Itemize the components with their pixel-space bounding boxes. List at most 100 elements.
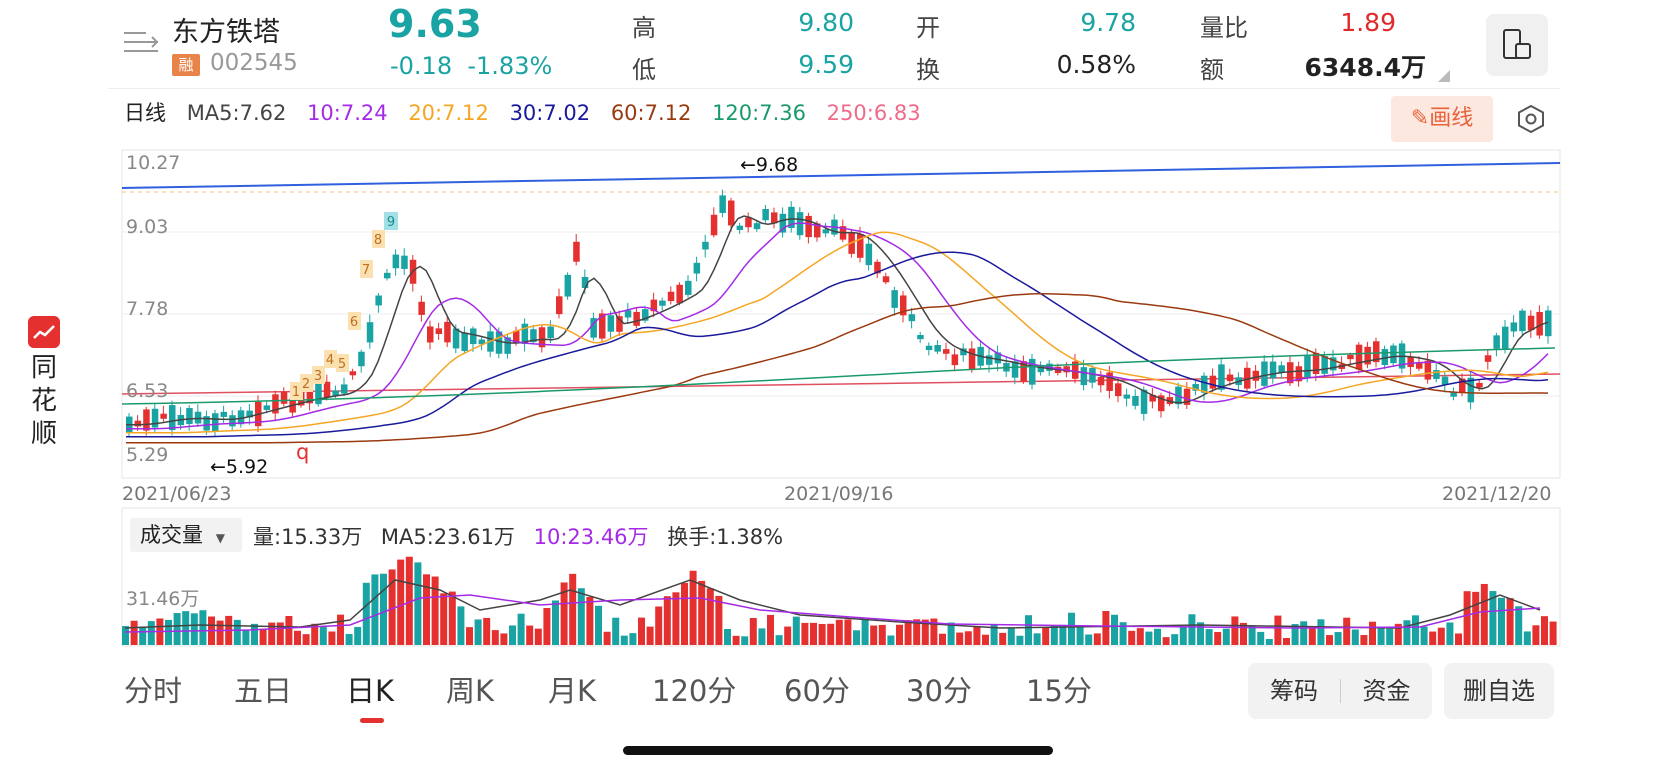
volume-bar [810,622,817,645]
volume-bar [1025,615,1032,645]
sequence-number: 8 [374,233,382,248]
indicator-name: 成交量 [140,523,203,547]
candle-body [366,322,374,343]
volume-bar [603,631,611,645]
tab-daily-k[interactable]: 日K [346,674,395,708]
volume-bar [285,616,293,645]
indicator-selector[interactable]: 成交量 ▼ [130,518,242,552]
chips-button[interactable]: 筹码 [1270,677,1318,705]
volume-bar [663,596,671,645]
volume-bar [775,635,783,645]
margin-badge: 融 [172,54,200,76]
volume-ratio-label: 量比 [1200,14,1248,42]
support-line [121,373,1561,395]
volume-bar [1162,637,1170,645]
app-logo-icon[interactable] [28,316,60,348]
app-name-char: 同 [30,353,57,383]
remove-watchlist-button[interactable]: 删自选 [1444,663,1554,719]
draw-line-button[interactable]: ✎画线 [1391,96,1493,142]
volume-bar [509,625,516,645]
settings-icon[interactable] [1516,104,1546,134]
volume-bar [964,631,972,645]
candle-body [719,195,726,213]
date-label-end: 2021/12/20 [1442,483,1552,505]
ma10-line [126,222,1549,430]
change-percent: -1.83% [467,52,553,80]
candle-body [710,214,718,236]
volume-ma10: 10:23.46万 [533,525,649,549]
menu-icon[interactable] [124,30,158,54]
stock-name[interactable]: 东方铁塔 [172,17,280,48]
candle-body [203,416,210,431]
price-change: -0.18 -1.83% [390,52,552,80]
ma5-value: MA5:7.62 [186,101,287,125]
volume-bar [749,618,757,645]
volume-bar [732,635,740,645]
candle-body [771,212,778,224]
candle-body [1467,377,1475,403]
volume-bar [870,625,878,645]
candle-body [1330,357,1337,371]
volume-bar [982,634,989,645]
tab-30min[interactable]: 30分 [906,674,972,708]
candle-body [745,217,752,228]
date-label-start: 2021/06/23 [122,483,232,505]
volume-bar [569,573,577,645]
candle-body [1106,372,1113,391]
volume-bar [767,614,774,645]
candle-body [1020,361,1027,382]
volume-bar [122,626,129,645]
period-label[interactable]: 日线 [124,101,166,125]
volume-bar [457,606,465,645]
candle-body [280,391,288,404]
candle-body [513,330,520,344]
volume-bar [1523,631,1531,645]
sequence-number: 3 [314,369,322,384]
ma10-value: 10:7.24 [307,101,388,125]
volume-bar [1042,627,1050,645]
volume-value: 量:15.33万 [253,525,363,549]
volume-bar [1093,633,1101,645]
candle-body [1407,357,1414,368]
volume-bar [1549,621,1557,645]
tab-15min[interactable]: 15分 [1026,674,1092,708]
volume-bar [414,562,422,645]
sequence-badge [312,366,325,384]
expand-corner-icon[interactable] [1438,70,1450,82]
tab-60min[interactable]: 60分 [784,674,850,708]
ma120-line [121,347,1556,405]
candle-body [951,354,959,366]
volume-bar [835,619,843,645]
sequence-badge [336,354,349,372]
volume-bar [629,633,637,645]
candle-body [478,339,486,345]
tab-five-day[interactable]: 五日 [234,674,293,708]
candle-body [1201,375,1208,393]
chips-funds-group: 筹码 资金 [1248,663,1432,719]
volume-bar [1214,632,1222,645]
candle-body [667,291,675,302]
candle-body [212,413,219,432]
candle-body [547,326,554,339]
candle-body [857,233,864,258]
volume-ma5: MA5:23.61万 [380,525,515,549]
buy-signal-marker: q [296,440,310,464]
device-switch-button[interactable] [1486,14,1548,76]
tab-monthly-k[interactable]: 月K [548,674,597,708]
volume-bar [577,588,585,645]
candle-body [1321,356,1328,374]
funds-button[interactable]: 资金 [1362,677,1411,705]
tab-minute[interactable]: 分时 [124,674,183,708]
candle-body [1183,388,1191,405]
tab-120min[interactable]: 120分 [652,674,737,708]
sequence-number: 9 [387,215,395,230]
volume-bar [1394,623,1402,645]
tab-weekly-k[interactable]: 周K [446,674,495,708]
candle-body [358,351,365,367]
current-price: 9.63 [388,2,482,46]
candle-body [341,384,348,394]
candle-body [315,381,322,405]
candle-body [229,415,236,427]
draw-line-label: 画线 [1429,106,1474,131]
